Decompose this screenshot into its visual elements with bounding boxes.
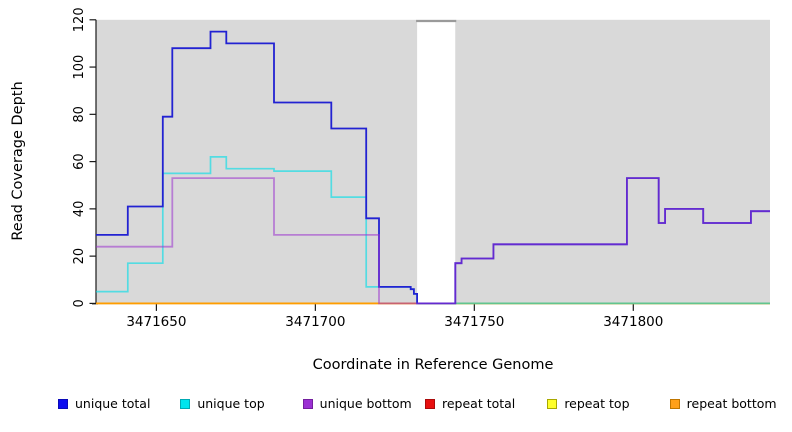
legend-item-label: repeat total <box>441 396 516 411</box>
legend-swatch <box>669 398 680 409</box>
y-tick-label: 100 <box>72 55 87 80</box>
legend-item-repeat-top: repeat top <box>547 396 669 411</box>
legend-item-repeat-bottom: repeat bottom <box>669 396 792 411</box>
legend-swatch <box>180 398 191 409</box>
x-tick-label: 3471650 <box>126 314 186 330</box>
legend-swatch <box>424 398 435 409</box>
legend-item-label: repeat top <box>564 396 630 411</box>
legend-swatch <box>547 398 558 409</box>
legend-item-repeat-total: repeat total <box>424 396 547 411</box>
legend-swatch <box>58 398 68 409</box>
x-tick-label: 3471700 <box>285 314 345 330</box>
y-tick-label: 20 <box>72 248 87 265</box>
legend-item-label: unique total <box>75 396 151 411</box>
y-tick-label: 80 <box>72 106 87 123</box>
legend: unique total unique top unique bottom repea… <box>0 396 792 411</box>
x-axis-title: Coordinate in Reference Genome <box>313 357 554 373</box>
y-tick-label: 40 <box>72 201 87 218</box>
legend-item-unique-top: unique top <box>180 396 302 411</box>
x-tick-label: 3471750 <box>444 314 504 330</box>
series-unique-bottom-line <box>96 177 770 305</box>
y-tick-label: 60 <box>72 153 87 170</box>
legend-item-label: repeat bottom <box>686 396 777 411</box>
x-tick-label: 3471800 <box>603 314 663 330</box>
legend-item-unique-bottom: unique bottom <box>302 396 425 411</box>
legend-item-label: unique bottom <box>319 396 412 411</box>
coverage-plot: 0 20 40 60 80 100 120 3471650 3471700 3471750 3471… <box>10 7 770 373</box>
y-axis-title: Read Coverage Depth <box>10 81 26 240</box>
legend-item-unique-total: unique total <box>58 396 180 411</box>
y-tick-label: 120 <box>72 7 87 32</box>
masked-region <box>417 19 456 304</box>
y-tick-label: 0 <box>72 299 87 307</box>
legend-item-label: unique top <box>197 396 265 411</box>
legend-swatch <box>302 398 313 409</box>
